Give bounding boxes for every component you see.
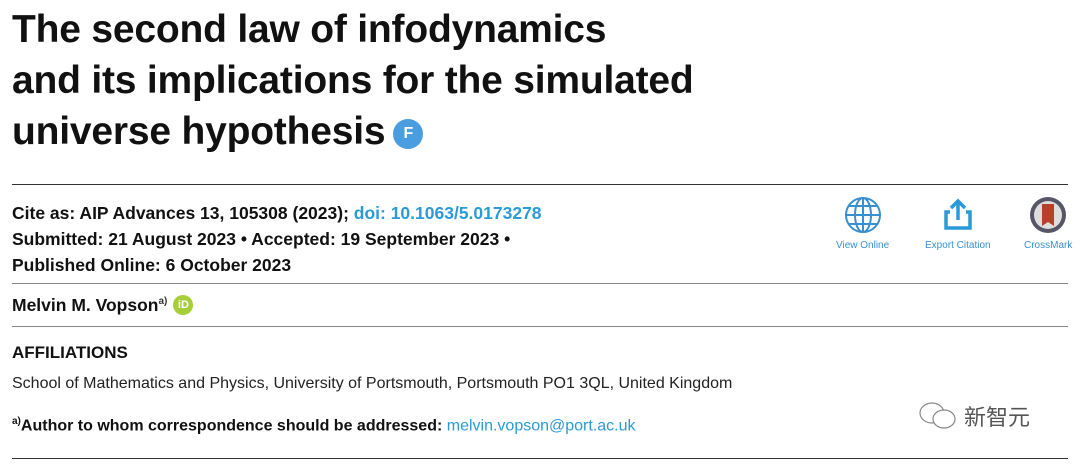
doi-link[interactable]: doi: 10.1063/5.0173278 [353,203,542,223]
author-sup: a) [158,296,168,308]
title-line: universe hypothesis [12,110,386,153]
title-line: The second law of infodynamics [12,8,607,51]
watermark-text: 新智元 [964,405,1031,430]
author-name[interactable]: Melvin M. Vopson [12,295,159,315]
crossmark-button[interactable]: CrossMark [1024,196,1072,251]
email-link[interactable]: melvin.vopson@port.ac.uk [446,417,636,435]
title-line: and its implications for the simulated [12,59,694,102]
dates: Submitted: 21 August 2023 • Accepted: 19… [12,229,511,249]
corr-label: Author to whom correspondence should be … [20,417,447,435]
citation-block: Cite as: AIP Advances 13, 105308 (2023);… [12,200,542,278]
orcid-icon[interactable]: iD [173,295,194,315]
crossmark-icon [1030,197,1067,233]
watermark: 新智元 [918,400,1030,432]
view-online-button[interactable]: View Online [836,196,889,251]
author: Melvin M. Vopsona) iD [12,295,194,316]
affiliations-heading: AFFILIATIONS [12,343,128,362]
divider [12,283,1068,284]
article-title: The second law of infodynamics and its i… [12,4,694,157]
correspondence: a)Author to whom correspondence should b… [12,416,636,435]
divider [12,184,1068,185]
published-date: Published Online: 6 October 2023 [12,255,292,275]
globe-icon [844,197,881,233]
tool-label: Export Citation [925,240,991,251]
export-citation-button[interactable]: Export Citation [925,196,991,251]
wechat-icon [919,402,956,429]
corr-sup: a) [12,416,21,427]
tool-label: CrossMark [1024,240,1073,251]
featured-badge[interactable]: F [393,118,424,149]
divider [12,458,1068,459]
divider [12,326,1068,327]
share-icon [944,198,972,230]
tool-label: View Online [836,240,890,251]
cite-label: Cite as: AIP Advances 13, 105308 (2023); [12,203,354,223]
affiliation-line: School of Mathematics and Physics, Unive… [12,375,733,392]
